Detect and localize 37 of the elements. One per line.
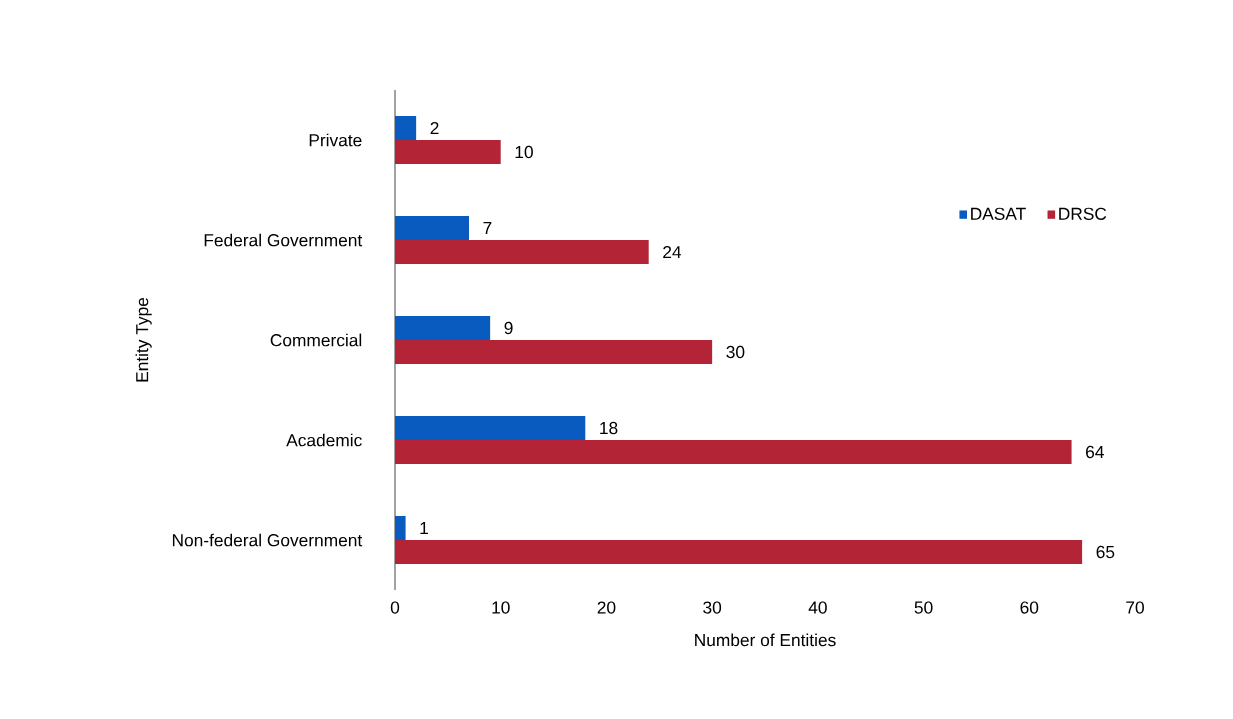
- x-tick-label: 30: [703, 601, 722, 614]
- y-tick-label: Academic: [286, 433, 362, 447]
- y-tick-label: Non-federal Government: [172, 533, 363, 547]
- bar: [395, 116, 417, 141]
- x-tick-label: 10: [492, 601, 510, 614]
- y-axis-title: Entity Type: [135, 297, 152, 382]
- data-label: 18: [600, 421, 618, 435]
- bar: [395, 516, 406, 541]
- x-tick-label: 50: [914, 601, 933, 614]
- x-tick-label: 60: [1020, 601, 1039, 614]
- x-tick-label: 0: [390, 601, 400, 614]
- data-label: 1: [420, 522, 428, 534]
- bar: [395, 316, 491, 341]
- data-label: 9: [504, 321, 513, 335]
- bar: [395, 240, 649, 264]
- bar: [395, 340, 713, 365]
- y-tick-label: Commercial: [270, 333, 362, 347]
- y-tick-label: Private: [309, 133, 362, 147]
- bar: [395, 140, 501, 165]
- data-label: 64: [1086, 445, 1104, 459]
- x-tick-label: 40: [808, 601, 827, 614]
- x-tick-label: 70: [1126, 601, 1144, 614]
- legend-label: DASAT: [971, 207, 1026, 220]
- legend-label: DRSC: [1059, 207, 1107, 220]
- data-label: 65: [1096, 545, 1115, 559]
- x-tick-label: 20: [597, 601, 616, 614]
- data-label: 10: [515, 145, 533, 159]
- bar: [395, 216, 469, 241]
- y-tick-label: Federal Government: [204, 233, 363, 247]
- data-label: 2: [430, 121, 439, 135]
- data-label: 7: [483, 222, 492, 234]
- x-axis-title: Number of Entities: [695, 633, 836, 647]
- bar: [395, 540, 1083, 565]
- data-label: 24: [663, 245, 682, 259]
- data-label: 30: [726, 345, 745, 359]
- bar: [395, 416, 586, 441]
- bar: [395, 440, 1072, 465]
